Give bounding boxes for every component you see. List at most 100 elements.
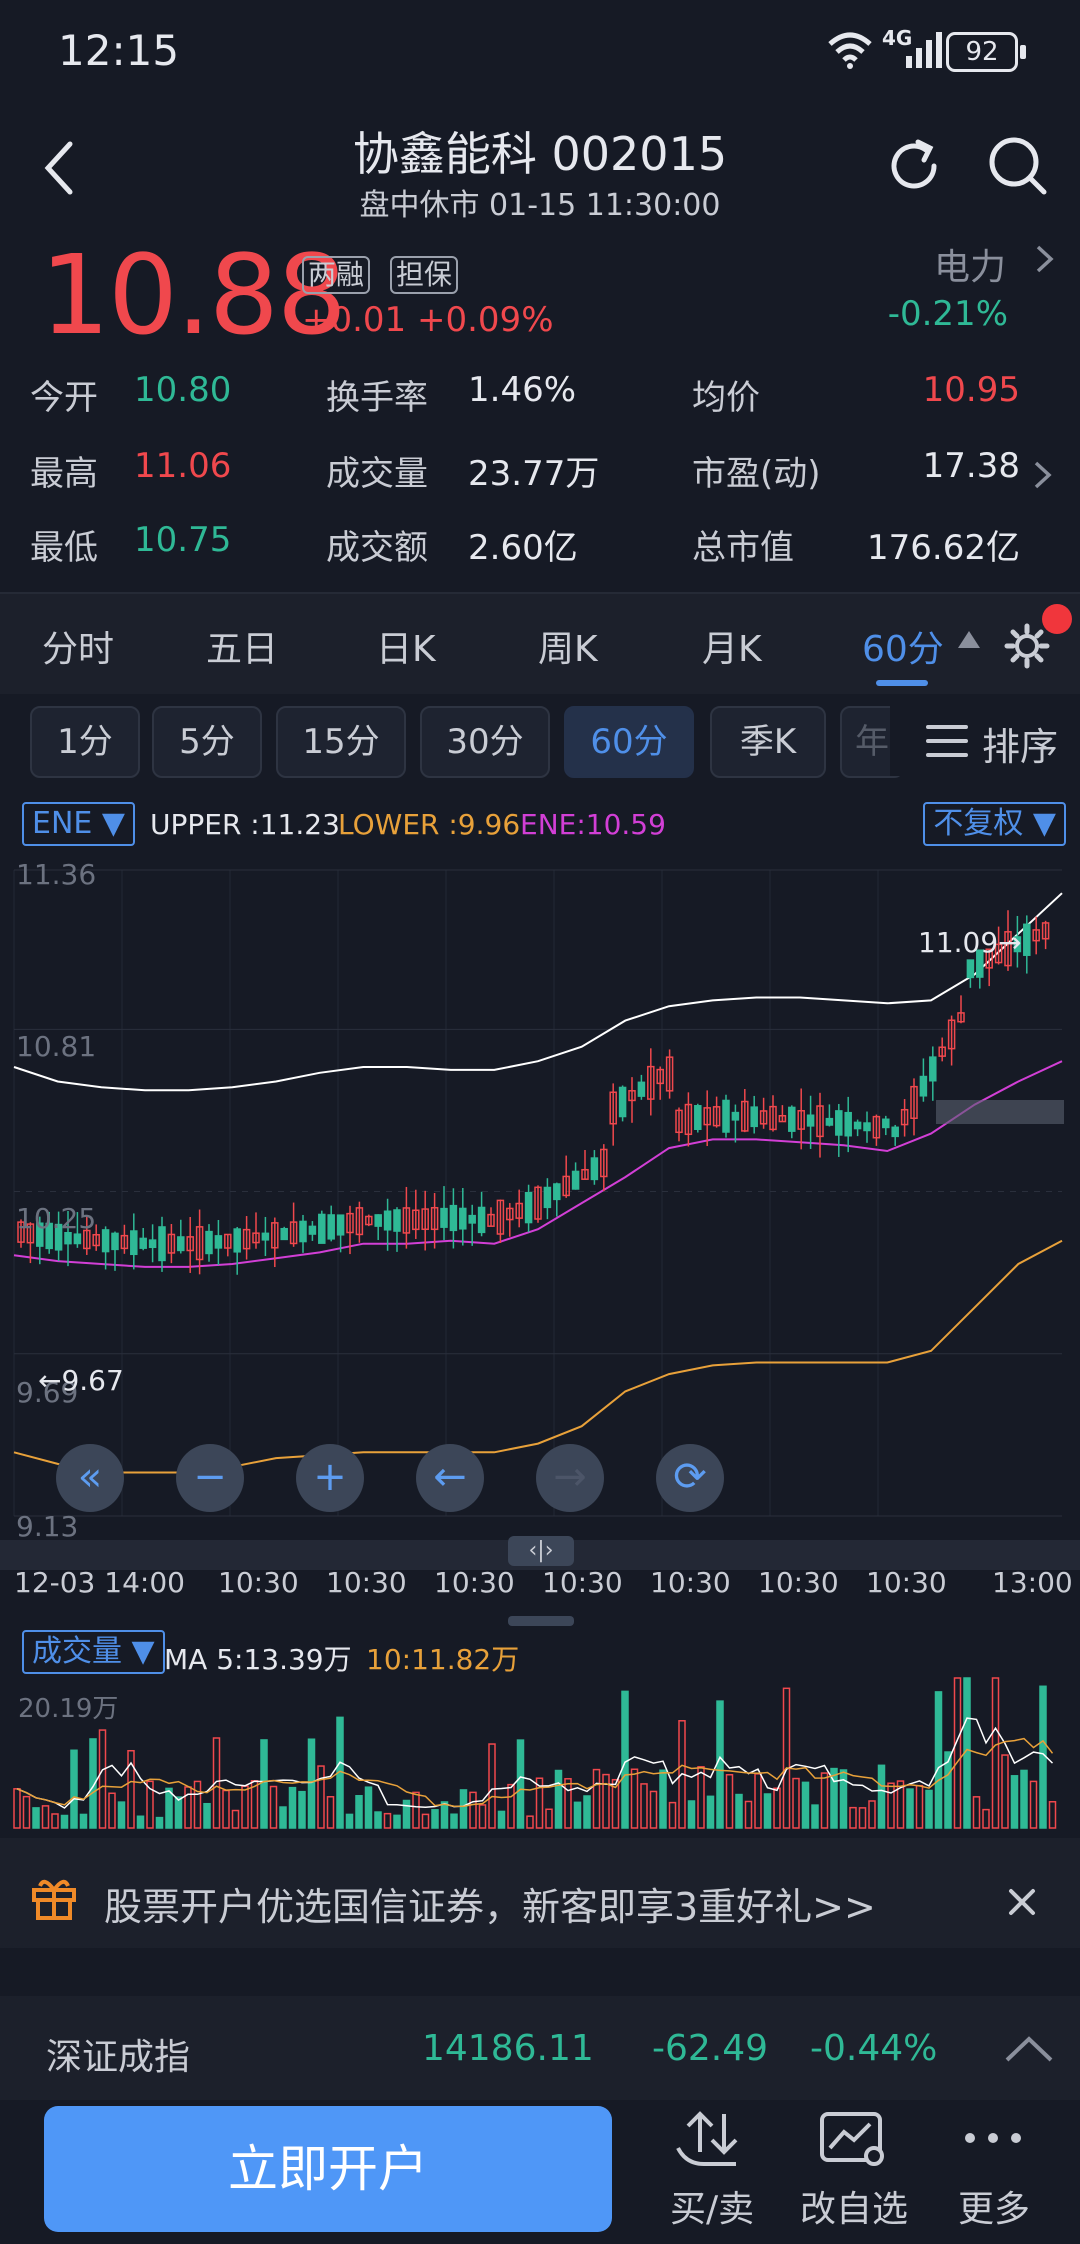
candle-body [506, 1207, 514, 1221]
rotate-screen-button[interactable]: ⟳ [656, 1444, 724, 1512]
pane-divider-handle[interactable] [508, 1616, 574, 1626]
candle-body [449, 1204, 458, 1232]
chevron-right-icon[interactable] [1032, 460, 1054, 490]
period-5min[interactable]: 5分 [152, 706, 262, 778]
candle-body [430, 1206, 439, 1231]
volume-ma10: 10:11.82万 [366, 1643, 520, 1676]
tab-intraday[interactable]: 分时 [42, 629, 115, 670]
volume-bar [659, 1769, 667, 1829]
candle-body [524, 1191, 533, 1224]
candle-body [412, 1209, 420, 1231]
low-annotation: ←9.67 [38, 1364, 124, 1397]
scroll-left-button[interactable]: ← [416, 1444, 484, 1512]
collateral-tag[interactable]: 担保 [390, 256, 459, 294]
candle-body [778, 1115, 787, 1123]
index-pct: -0.44% [810, 2028, 938, 2069]
scroll-right-button[interactable]: → [536, 1444, 604, 1512]
stat-label: 总市值 [692, 528, 794, 568]
open-account-button[interactable]: 立即开户 [44, 2106, 612, 2232]
volume-bar [782, 1687, 791, 1829]
candle-body [609, 1091, 617, 1125]
candle-body [938, 1046, 946, 1057]
period-1min[interactable]: 1分 [30, 706, 140, 778]
current-price: 10.88 [40, 231, 347, 359]
volume-bar [640, 1783, 648, 1829]
more-dots-icon[interactable] [962, 2128, 1024, 2148]
volume-bar [279, 1806, 287, 1829]
x-tick-label: 10:30 [542, 1566, 623, 1599]
volume-bar [364, 1786, 373, 1829]
period-season-k[interactable]: 季K [710, 706, 826, 778]
candle-body [618, 1086, 627, 1118]
trade-arrows-icon[interactable] [676, 2108, 746, 2170]
stat-value[interactable]: 17.38 [922, 446, 1020, 486]
sector-name[interactable]: 电力 [933, 247, 1006, 288]
search-icon[interactable] [986, 134, 1050, 198]
period-60min[interactable]: 60分 [564, 706, 694, 778]
candle-body [703, 1107, 711, 1126]
volume-dropdown[interactable]: 成交量 ▼ [22, 1630, 165, 1674]
candle-body [759, 1110, 768, 1125]
volume-bar [203, 1802, 211, 1829]
adjust-label: 不复权 [933, 806, 1024, 841]
indicator-dropdown[interactable]: ENE ▼ [22, 802, 135, 846]
promo-text[interactable]: 股票开户优选国信证券，新客即享3重好礼>> [104, 1885, 876, 1929]
tab-weekly-k[interactable]: 周K [538, 629, 598, 670]
chevron-up-icon[interactable] [1004, 2034, 1054, 2064]
candle-body [515, 1202, 523, 1219]
stat-label: 最高 [30, 454, 98, 494]
candlestick-chart[interactable] [0, 856, 1080, 1536]
volume-bar [934, 1691, 943, 1829]
promo-banner[interactable] [0, 1838, 1080, 1948]
edit-watchlist-button[interactable]: 改自选 [800, 2189, 909, 2230]
volume-bar [649, 1790, 658, 1829]
volume-bar [868, 1800, 876, 1829]
more-button[interactable]: 更多 [958, 2189, 1031, 2230]
sort-button[interactable]: 排序 [982, 725, 1059, 769]
volume-bar [79, 1813, 88, 1829]
stat-label[interactable]: 市盈(动) [692, 454, 821, 494]
tab-daily-k[interactable]: 日K [376, 629, 436, 670]
volume-bar [117, 1801, 126, 1829]
indicator-name: ENE [32, 806, 93, 841]
back-arrow-icon[interactable] [40, 140, 80, 196]
candle-body [722, 1099, 730, 1133]
close-icon[interactable] [1006, 1886, 1038, 1918]
menu-icon[interactable] [926, 722, 968, 760]
candle-body [45, 1222, 53, 1250]
margin-tag[interactable]: 两融 [302, 256, 371, 294]
gear-icon[interactable] [1000, 616, 1056, 672]
volume-bar [1039, 1685, 1047, 1829]
tab-five-day[interactable]: 五日 [206, 629, 279, 670]
fast-back-button[interactable]: « [56, 1444, 124, 1512]
candle-body [806, 1114, 815, 1127]
chevron-right-icon[interactable] [1034, 244, 1056, 274]
candle-body [553, 1183, 561, 1201]
candle-body [1013, 936, 1022, 953]
zoom-in-button[interactable]: + [296, 1444, 364, 1512]
refresh-icon[interactable] [884, 136, 944, 196]
edit-watchlist-icon[interactable] [818, 2110, 888, 2170]
candle-body [562, 1175, 570, 1197]
period-30min[interactable]: 30分 [420, 706, 550, 778]
volume-bar [573, 1801, 582, 1829]
volume-bar [687, 1800, 696, 1829]
volume-bar [801, 1781, 810, 1829]
period-15min[interactable]: 15分 [276, 706, 406, 778]
high-annotation: 11.09→ [918, 926, 1022, 959]
candle-body [628, 1090, 636, 1102]
index-ticker[interactable] [0, 1996, 1080, 2106]
tab-60min[interactable]: 60分 [862, 629, 944, 670]
candle-body [966, 959, 975, 979]
buy-sell-button[interactable]: 买/卖 [670, 2189, 755, 2230]
drag-handle[interactable]: ‹|› [508, 1536, 574, 1566]
candle-body [402, 1207, 411, 1234]
tab-monthly-k[interactable]: 月K [702, 629, 762, 670]
candle-body [853, 1121, 862, 1130]
volume-bar [317, 1765, 325, 1829]
adjust-dropdown[interactable]: 不复权 ▼ [923, 802, 1066, 846]
volume-bar [269, 1785, 278, 1829]
volume-bar [393, 1814, 401, 1829]
zoom-out-button[interactable]: − [176, 1444, 244, 1512]
triangle-up-icon[interactable] [956, 628, 982, 650]
